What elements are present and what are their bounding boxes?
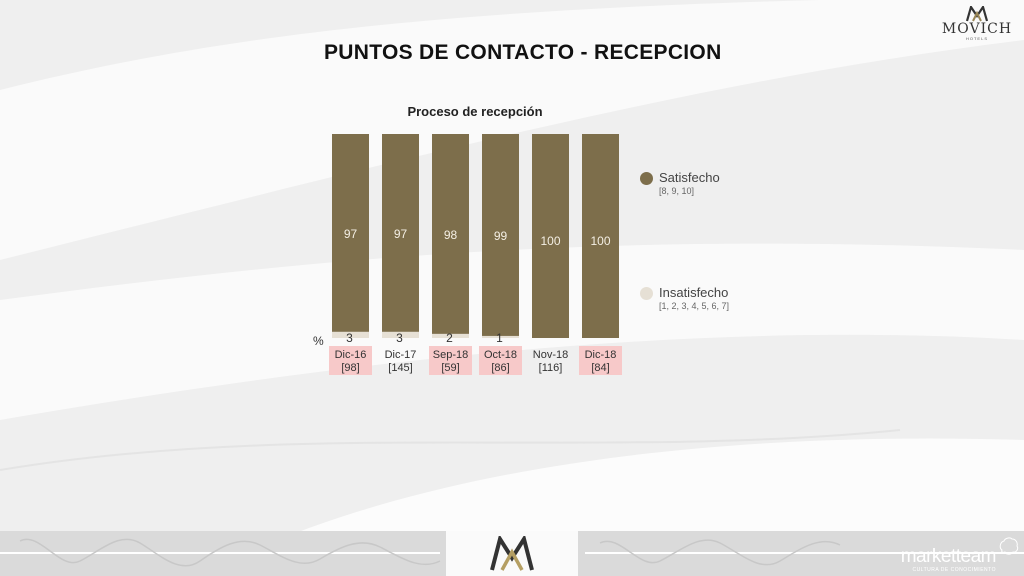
bar-group: 98 2 Sep-18[59]	[429, 134, 472, 375]
bar-insatisfecho	[482, 335, 519, 338]
movich-m-icon	[966, 6, 988, 22]
legend-label-satisfecho: Satisfecho	[659, 170, 720, 185]
legend-swatch-insatisfecho	[640, 287, 653, 300]
brain-icon	[999, 537, 1019, 555]
bar-satisfecho	[382, 134, 419, 332]
legend-note-satisfecho: [8, 9, 10]	[659, 186, 695, 196]
x-tick-label: Dic-17	[385, 349, 417, 361]
legend-swatch-satisfecho	[640, 172, 653, 185]
category-highlight	[329, 346, 372, 375]
x-tick-label: Oct-18	[484, 349, 517, 361]
bar-group: 97 3 Dic-17[145]	[382, 134, 419, 374]
category-highlight	[429, 346, 472, 375]
chart-title: Proceso de recepción	[0, 104, 950, 119]
sample-size-label: [116]	[539, 362, 563, 374]
bar-insatisfecho	[432, 333, 469, 338]
data-label-satisfecho: 97	[394, 227, 408, 241]
sample-size-label: [59]	[441, 362, 459, 374]
movich-logo: MOVICH HOTELS	[940, 6, 1014, 46]
data-label-insatisfecho: 1	[496, 331, 503, 345]
unit-label: %	[313, 334, 324, 348]
data-label-insatisfecho: 3	[396, 331, 403, 345]
sample-size-label: [145]	[388, 362, 412, 374]
brand-sub: HOTELS	[965, 36, 988, 41]
x-tick-label: Nov-18	[533, 349, 568, 361]
movich-footer-logo-icon	[490, 536, 534, 571]
legend-note-insatisfecho: [1, 2, 3, 4, 5, 6, 7]	[659, 301, 730, 311]
bar-insatisfecho	[332, 331, 369, 338]
bar-satisfecho	[482, 134, 519, 336]
sample-size-label: [98]	[341, 362, 359, 374]
data-label-insatisfecho: 3	[346, 331, 353, 345]
data-label-satisfecho: 98	[444, 228, 458, 242]
bar-group: 100 Dic-18[84]	[579, 134, 622, 375]
chart-title-text: Proceso de recepción	[407, 104, 543, 119]
data-label-satisfecho: 100	[590, 234, 610, 248]
category-highlight	[579, 346, 622, 375]
data-label-insatisfecho: 2	[446, 331, 453, 345]
bar-satisfecho	[432, 134, 469, 334]
x-tick-label: Sep-18	[433, 349, 468, 361]
x-tick-label: Dic-16	[335, 349, 367, 361]
bar-satisfecho	[532, 134, 569, 338]
legend-label-insatisfecho: Insatisfecho	[659, 285, 729, 300]
x-tick-label: Dic-18	[585, 349, 617, 361]
brand-name: MOVICH	[941, 21, 1013, 37]
sample-size-label: [84]	[591, 362, 609, 374]
marketteam-logo: marketteam	[900, 546, 997, 567]
data-label-satisfecho: 97	[344, 227, 358, 241]
data-label-satisfecho: 99	[494, 229, 508, 243]
bar-insatisfecho	[382, 331, 419, 338]
page-title: PUNTOS DE CONTACTO - RECEPCION	[324, 41, 722, 64]
footer-pattern	[0, 538, 1024, 567]
bar-satisfecho	[332, 134, 369, 332]
marketteam-tagline: CULTURA DE CONOCIMIENTO	[912, 567, 996, 573]
data-label-satisfecho: 100	[540, 234, 560, 248]
bar-group: 97 3 Dic-16[98]	[329, 134, 372, 375]
bar-group: 100 Nov-18[116]	[532, 134, 569, 374]
sample-size-label: [86]	[491, 362, 509, 374]
bar-group: 99 1 Oct-18[86]	[479, 134, 522, 375]
bar-satisfecho	[582, 134, 619, 338]
category-highlight	[479, 346, 522, 375]
